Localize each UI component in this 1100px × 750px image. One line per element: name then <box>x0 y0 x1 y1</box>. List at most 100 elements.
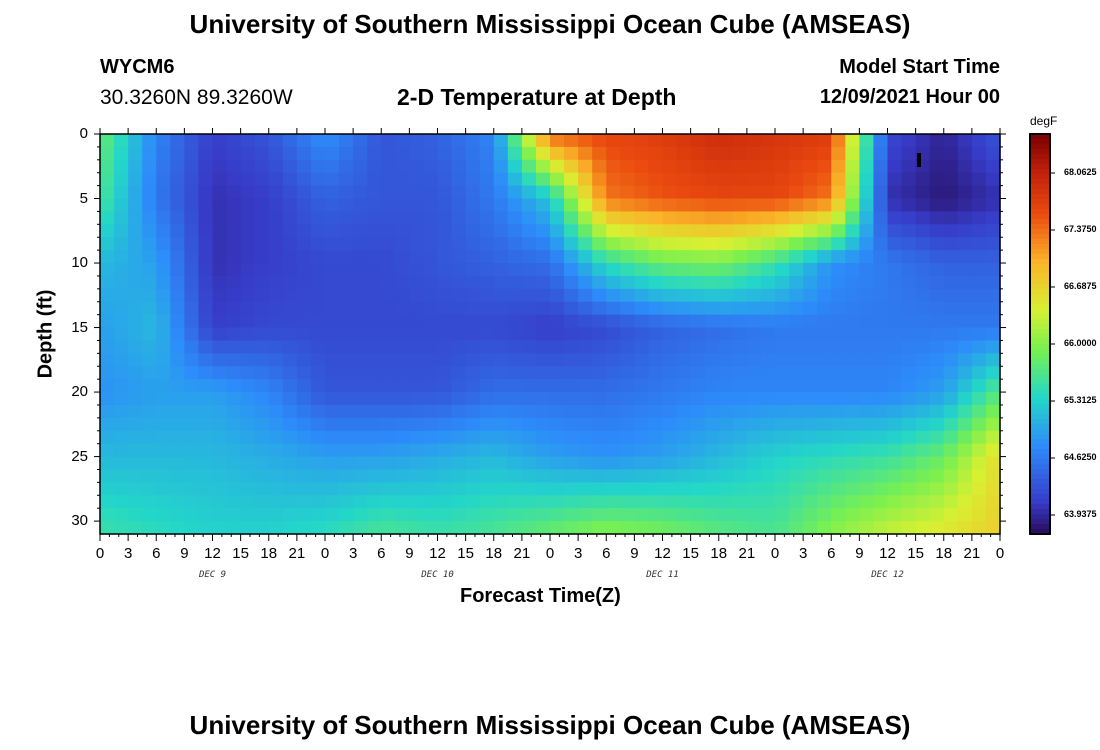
heatmap-cell <box>718 301 734 316</box>
heatmap-cell <box>845 327 860 342</box>
heatmap-cell <box>943 211 959 225</box>
x-tick-label: 0 <box>995 545 1005 562</box>
heatmap-cell <box>142 508 157 522</box>
heatmap-cell <box>985 430 1001 445</box>
heatmap-cell <box>254 263 270 277</box>
heatmap-cell <box>381 301 396 316</box>
heatmap-cell <box>240 146 256 161</box>
heatmap-cell <box>254 146 270 161</box>
heatmap-cell <box>564 185 579 200</box>
heatmap-cell <box>395 275 410 290</box>
heatmap-cell <box>578 392 593 406</box>
heatmap-cell <box>676 211 692 225</box>
heatmap-cell <box>732 224 748 238</box>
heatmap-cell <box>662 275 678 290</box>
y-tick-label: 15 <box>71 318 88 336</box>
heatmap-cell <box>409 159 425 174</box>
heatmap-cell <box>929 198 945 213</box>
heatmap-cell <box>901 404 917 419</box>
heatmap-cell <box>929 288 945 303</box>
heatmap-cell <box>845 469 860 483</box>
heatmap-cell <box>592 275 607 290</box>
heatmap-cell <box>493 146 509 161</box>
heatmap-cell <box>128 327 143 342</box>
heatmap-cell <box>985 508 1001 522</box>
heatmap-cell <box>437 327 453 342</box>
heatmap-cell <box>620 521 635 535</box>
heatmap-cell <box>887 443 903 458</box>
heatmap-cell <box>395 521 410 535</box>
chart-title: 2-D Temperature at Depth <box>397 84 677 110</box>
heatmap-cell <box>634 379 650 393</box>
heatmap-cell <box>479 495 495 509</box>
heatmap-cell <box>620 327 635 342</box>
heatmap-cell <box>789 392 804 406</box>
heatmap-cell <box>437 417 453 432</box>
colorbar-segment <box>1030 404 1050 410</box>
heatmap-cell <box>521 275 537 290</box>
heatmap-cell <box>381 521 396 535</box>
heatmap-cell <box>268 314 284 329</box>
heatmap-cell <box>282 469 298 483</box>
heatmap-cell <box>339 275 354 290</box>
heatmap-cell <box>353 379 368 393</box>
heatmap-cell <box>606 237 621 251</box>
heatmap-cell <box>887 327 903 342</box>
heatmap-cell <box>845 456 860 471</box>
heatmap-cell <box>535 301 551 316</box>
heatmap-cell <box>198 327 214 342</box>
heatmap-cell <box>479 392 495 406</box>
heatmap-cell <box>732 417 748 432</box>
heatmap-cell <box>198 288 214 303</box>
heatmap-cell <box>704 224 720 238</box>
heatmap-cell <box>493 482 509 496</box>
heatmap-cell <box>296 301 312 316</box>
heatmap-cell <box>114 211 129 225</box>
heatmap-cell <box>704 430 720 445</box>
heatmap-cell <box>887 237 903 251</box>
heatmap-cell <box>142 224 157 238</box>
heatmap-cell <box>479 263 495 277</box>
heatmap-cell <box>268 495 284 509</box>
heatmap-cell <box>282 172 298 187</box>
heatmap-cell <box>114 224 129 238</box>
heatmap-cell <box>606 495 621 509</box>
heatmap-cell <box>971 327 987 342</box>
heatmap-cell <box>957 288 973 303</box>
heatmap-cell <box>803 404 818 419</box>
heatmap-cell <box>704 172 720 187</box>
heatmap-cell <box>550 211 565 225</box>
heatmap-cell <box>395 495 410 509</box>
heatmap-cell <box>704 482 720 496</box>
heatmap-cell <box>325 482 340 496</box>
heatmap-cell <box>423 456 439 471</box>
heatmap-cell <box>564 263 579 277</box>
heatmap-cell <box>957 237 973 251</box>
heatmap-cell <box>156 301 171 316</box>
main-title: University of Southern Mississippi Ocean… <box>189 9 911 39</box>
heatmap-cell <box>662 443 678 458</box>
heatmap-cell <box>521 301 537 316</box>
heatmap-cell <box>732 443 748 458</box>
heatmap-cell <box>648 172 664 187</box>
heatmap-cell <box>310 482 326 496</box>
heatmap-cell <box>662 185 678 200</box>
heatmap-cell <box>592 134 607 148</box>
heatmap-cell <box>254 456 270 471</box>
heatmap-cell <box>845 430 860 445</box>
heatmap-cell <box>620 275 635 290</box>
heatmap-cell <box>198 430 214 445</box>
heatmap-cell <box>507 508 523 522</box>
heatmap-cell <box>381 134 396 148</box>
heatmap-cell <box>226 404 242 419</box>
heatmap-cell <box>550 263 565 277</box>
heatmap-cell <box>634 404 650 419</box>
heatmap-cell <box>971 314 987 329</box>
heatmap-cell <box>873 482 889 496</box>
heatmap-cell <box>789 263 804 277</box>
heatmap-cell <box>128 250 143 264</box>
heatmap-cell <box>971 159 987 174</box>
heatmap-cell <box>578 417 593 432</box>
heatmap-cell <box>268 379 284 393</box>
heatmap-cell <box>634 172 650 187</box>
